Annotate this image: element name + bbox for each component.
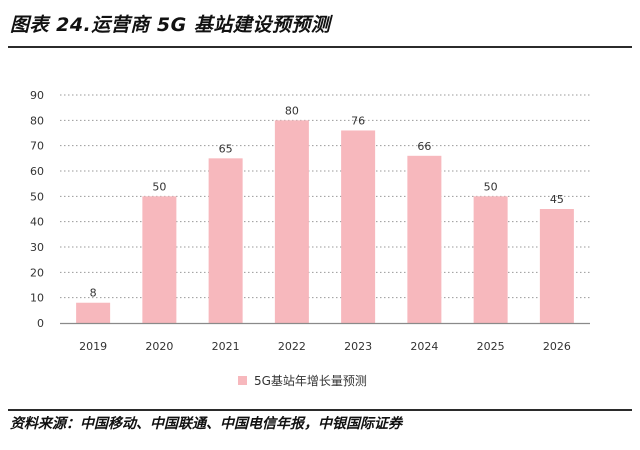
data-labels: 8 50 65 80 76 66 50 45: [90, 104, 564, 299]
y-tick-label: 20: [30, 266, 44, 279]
data-label-2023: 76: [351, 114, 365, 127]
bar-2019: [76, 302, 111, 323]
x-tick-label-2021: 2021: [212, 340, 240, 353]
data-label-2026: 45: [550, 193, 564, 206]
y-axis-ticks: 0 10 20 30 40 50 60 70 80 90: [30, 89, 44, 330]
bar-chart: 0 10 20 30 40 50 60 70 80 90 8 50 65 80 76 66 50 45 2019…: [30, 89, 590, 388]
bar-2020: [142, 196, 177, 323]
x-tick-label-2022: 2022: [278, 340, 306, 353]
x-tick-label-2026: 2026: [543, 340, 571, 353]
y-tick-label: 10: [30, 292, 44, 305]
bar-2021: [208, 158, 243, 323]
figure-title: 图表 24.运营商 5G 基站建设预预测: [10, 14, 331, 36]
title-divider: [8, 46, 632, 48]
legend: 5G基站年增长量预测: [238, 374, 367, 388]
x-tick-label-2023: 2023: [344, 340, 372, 353]
data-label-2022: 80: [285, 104, 299, 117]
source-note: 资料来源：中国移动、中国联通、中国电信年报，中银国际证券: [10, 416, 402, 432]
y-tick-label: 60: [30, 165, 44, 178]
bars: [76, 120, 574, 323]
bar-2024: [407, 155, 442, 323]
bar-2023: [341, 130, 376, 323]
bar-2022: [274, 120, 309, 323]
bar-2026: [539, 209, 574, 323]
y-tick-label: 30: [30, 241, 44, 254]
x-tick-label-2024: 2024: [410, 340, 438, 353]
data-label-2021: 65: [219, 142, 233, 155]
bar-2025: [473, 196, 508, 323]
y-tick-label: 80: [30, 114, 44, 127]
x-tick-label-2025: 2025: [477, 340, 505, 353]
data-label-2019: 8: [90, 287, 97, 300]
source-divider: [8, 409, 632, 411]
data-label-2020: 50: [152, 180, 166, 193]
x-tick-label-2019: 2019: [79, 340, 107, 353]
legend-swatch: [238, 376, 247, 385]
legend-label: 5G基站年增长量预测: [254, 374, 367, 388]
x-axis-ticks: 2019 2020 2021 2022 2023 2024 2025 2026: [79, 340, 571, 353]
data-label-2025: 50: [484, 180, 498, 193]
y-tick-label: 70: [30, 140, 44, 153]
y-tick-label: 50: [30, 190, 44, 203]
grid-lines: [60, 94, 590, 299]
x-tick-label-2020: 2020: [145, 340, 173, 353]
y-tick-label: 0: [37, 317, 44, 330]
y-tick-label: 90: [30, 89, 44, 102]
data-label-2024: 66: [417, 140, 431, 153]
y-tick-label: 40: [30, 216, 44, 229]
